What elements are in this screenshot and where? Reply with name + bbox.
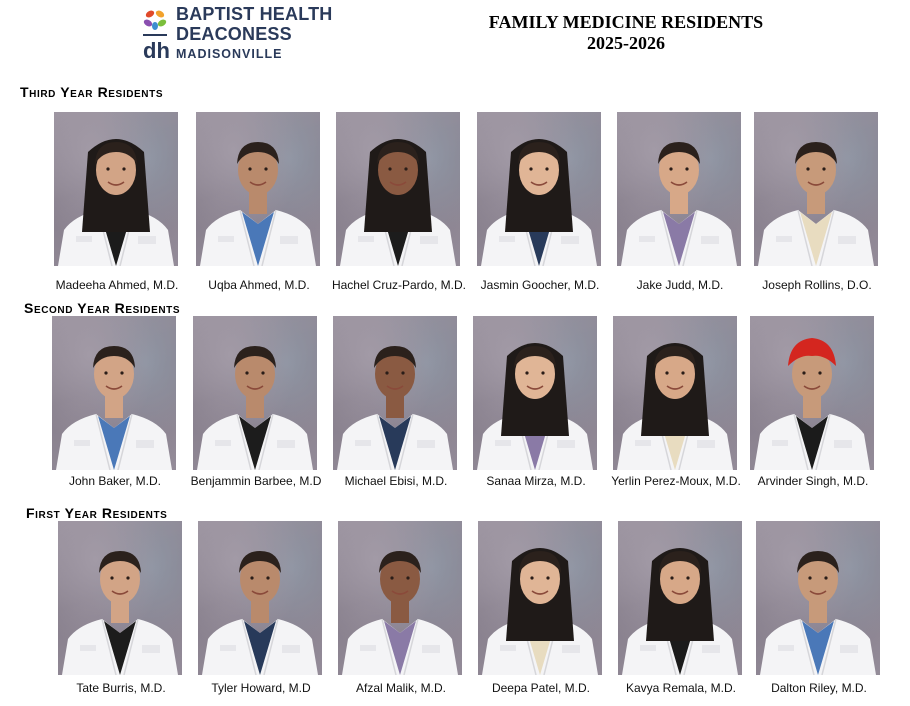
- resident-photo: [618, 521, 742, 675]
- svg-text:dh: dh: [143, 38, 170, 62]
- resident-card: Sanaa Mirza, M.D.: [473, 316, 599, 488]
- resident-card: Dalton Riley, M.D.: [756, 521, 882, 695]
- resident-name: Michael Ebisi, M.D.: [344, 474, 448, 488]
- resident-photo: [750, 316, 874, 470]
- resident-name: Sanaa Mirza, M.D.: [486, 474, 586, 488]
- male-resident-portrait-icon: [758, 142, 874, 266]
- female-resident-portrait-icon: [477, 343, 593, 470]
- resident-photo: [54, 112, 178, 266]
- resident-photo: [196, 112, 320, 266]
- resident-photo: [613, 316, 737, 470]
- resident-card: Benjammin Barbee, M.D: [191, 316, 321, 488]
- male-resident-turban-portrait-icon: [754, 338, 870, 470]
- resident-name: Hachel Cruz-Pardo, M.D.: [331, 278, 467, 292]
- logo-text-line2: DEACONESS: [176, 24, 292, 44]
- page-title-line1: FAMILY MEDICINE RESIDENTS: [488, 12, 764, 32]
- male-resident-portrait-icon: [62, 551, 178, 675]
- logo-text-line1: BAPTIST HEALTH: [176, 4, 333, 24]
- male-resident-portrait-icon: [200, 142, 316, 266]
- resident-card: Jake Judd, M.D.: [617, 112, 743, 292]
- resident-name: Tyler Howard, M.D: [211, 681, 311, 695]
- resident-photo: [477, 112, 601, 266]
- resident-name: Tate Burris, M.D.: [76, 681, 166, 695]
- resident-photo: [333, 316, 457, 470]
- female-resident-portrait-icon: [58, 139, 174, 266]
- resident-name: Madeeha Ahmed, M.D.: [55, 278, 179, 292]
- resident-photo: [58, 521, 182, 675]
- resident-card: Uqba Ahmed, M.D.: [196, 112, 322, 292]
- female-resident-portrait-icon: [340, 139, 456, 266]
- resident-photo: [336, 112, 460, 266]
- section-heading-second-year: Second Year Residents: [24, 300, 181, 316]
- resident-photo: [617, 112, 741, 266]
- resident-photo: [52, 316, 176, 470]
- page-title: FAMILY MEDICINE RESIDENTS 2025-2026: [470, 12, 782, 54]
- male-resident-portrait-icon: [760, 551, 876, 675]
- resident-card: Joseph Rollins, D.O.: [754, 112, 880, 292]
- resident-name: Benjammin Barbee, M.D: [190, 474, 322, 488]
- page-title-line2: 2025-2026: [587, 33, 665, 53]
- resident-name: Jake Judd, M.D.: [636, 278, 724, 292]
- resident-card: Yerlin Perez-Moux, M.D.: [611, 316, 741, 488]
- resident-photo: [754, 112, 878, 266]
- male-resident-portrait-icon: [56, 346, 172, 470]
- resident-card: Jasmin Goocher, M.D.: [477, 112, 603, 292]
- resident-name: Joseph Rollins, D.O.: [762, 278, 872, 292]
- resident-name: Yerlin Perez-Moux, M.D.: [611, 474, 741, 488]
- resident-photo: [478, 521, 602, 675]
- hospital-logo: dh BAPTIST HEALTH DEACONESS MADISONVILLE: [140, 4, 340, 64]
- resident-name: John Baker, M.D.: [68, 474, 162, 488]
- male-resident-portrait-icon: [202, 551, 318, 675]
- resident-photo: [193, 316, 317, 470]
- resident-name: Dalton Riley, M.D.: [771, 681, 867, 695]
- resident-card: Michael Ebisi, M.D.: [333, 316, 459, 488]
- female-resident-portrait-icon: [617, 343, 733, 470]
- resident-card: Hachel Cruz-Pardo, M.D.: [332, 112, 466, 292]
- female-resident-portrait-icon: [622, 548, 738, 675]
- resident-name: Kavya Remala, M.D.: [625, 681, 737, 695]
- resident-photo: [198, 521, 322, 675]
- resident-photo: [473, 316, 597, 470]
- resident-photo: [338, 521, 462, 675]
- resident-card: Tyler Howard, M.D: [198, 521, 324, 695]
- female-resident-portrait-icon: [482, 548, 598, 675]
- flower-logo-icon: dh: [143, 10, 170, 62]
- male-resident-portrait-icon: [337, 346, 453, 470]
- resident-card: Tate Burris, M.D.: [58, 521, 184, 695]
- resident-photo: [756, 521, 880, 675]
- resident-name: Deepa Patel, M.D.: [491, 681, 591, 695]
- resident-name: Jasmin Goocher, M.D.: [480, 278, 600, 292]
- resident-name: Afzal Malik, M.D.: [355, 681, 446, 695]
- resident-card: Madeeha Ahmed, M.D.: [54, 112, 180, 292]
- resident-card: Deepa Patel, M.D.: [478, 521, 604, 695]
- male-resident-portrait-icon: [197, 346, 313, 470]
- section-heading-third-year: Third Year Residents: [20, 84, 164, 100]
- resident-card: Kavya Remala, M.D.: [618, 521, 744, 695]
- resident-card: Arvinder Singh, M.D.: [750, 316, 876, 488]
- male-resident-portrait-icon: [621, 142, 737, 266]
- logo-text-line3: MADISONVILLE: [176, 47, 283, 61]
- resident-card: John Baker, M.D.: [52, 316, 178, 488]
- section-heading-first-year: First Year Residents: [26, 505, 168, 521]
- female-resident-portrait-icon: [481, 139, 597, 266]
- resident-name: Uqba Ahmed, M.D.: [208, 278, 310, 292]
- resident-card: Afzal Malik, M.D.: [338, 521, 464, 695]
- male-resident-portrait-icon: [342, 551, 458, 675]
- resident-name: Arvinder Singh, M.D.: [757, 474, 869, 488]
